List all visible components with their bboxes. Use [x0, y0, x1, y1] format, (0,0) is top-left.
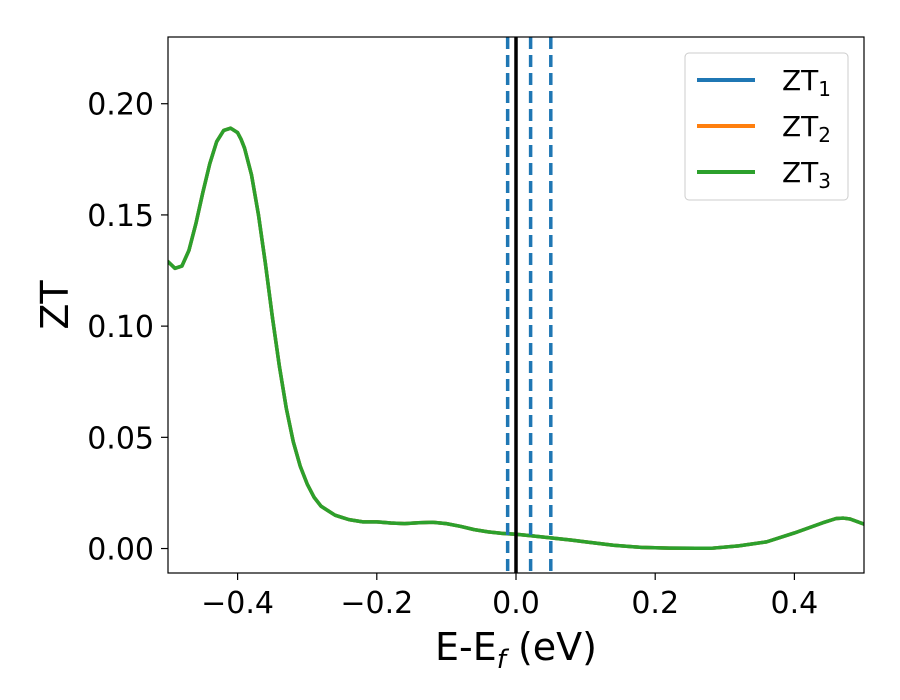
x-tick-label: 0.2	[631, 586, 679, 621]
x-tick-label: −0.2	[340, 586, 413, 621]
legend-label-zt2: ZT2	[782, 110, 831, 147]
x-axis-label: E-Ef (eV)	[435, 625, 597, 675]
y-tick-label: 0.10	[87, 310, 154, 345]
series-layer	[168, 126, 864, 551]
legend-label-zt3: ZT3	[782, 156, 831, 193]
y-axis-label: ZT	[33, 280, 77, 330]
legend-label-zt1: ZT1	[782, 64, 831, 101]
y-tick-label: 0.20	[87, 88, 154, 123]
x-tick-label: 0.0	[492, 586, 540, 621]
x-tick-label: −0.4	[201, 586, 274, 621]
x-axis: −0.4 −0.2 0.0 0.2 0.4	[201, 573, 818, 621]
legend: ZT1 ZT2 ZT3	[684, 52, 849, 201]
x-axis-label-unit: (eV)	[506, 625, 597, 669]
x-tick-label: 0.4	[771, 586, 819, 621]
vline-layer	[505, 37, 553, 573]
legend-frame	[684, 52, 849, 201]
series-line-zt3	[168, 126, 864, 551]
y-axis: 0.00 0.05 0.10 0.15 0.20	[87, 88, 168, 568]
legend-entries: ZT1 ZT2 ZT3	[697, 64, 831, 193]
y-tick-label: 0.00	[87, 533, 154, 568]
y-tick-label: 0.05	[87, 421, 154, 456]
y-tick-label: 0.15	[87, 199, 154, 234]
